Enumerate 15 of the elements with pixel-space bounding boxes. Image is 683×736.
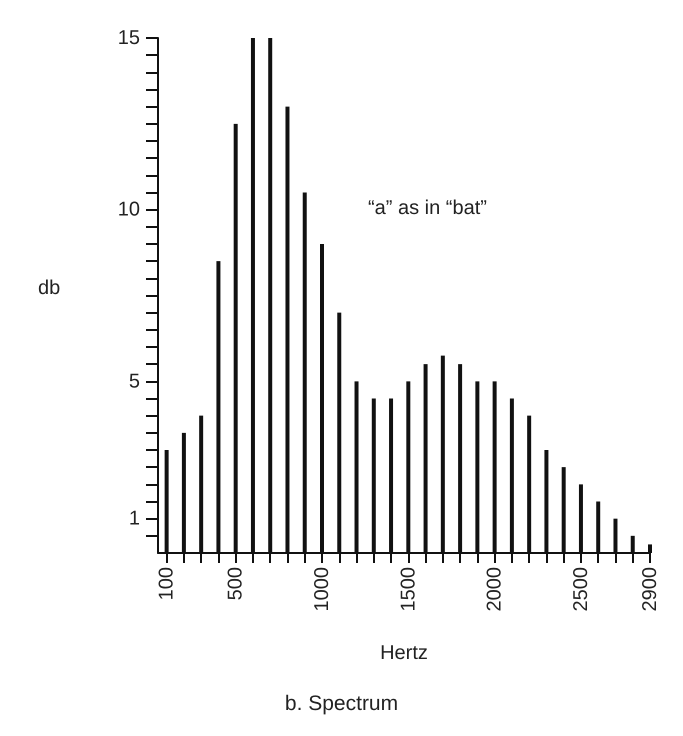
x-tick-label: 100 [156,567,178,600]
x-tick-label: 2900 [639,567,661,612]
x-tick-label: 2000 [484,567,506,612]
x-tick-label: 1000 [311,567,333,612]
annotation: “a” as in “bat” [368,197,487,219]
x-tick-label: 500 [224,567,247,600]
y-axis-title: db [38,277,60,299]
x-tick-label: 1500 [397,567,420,612]
x-tick-label: 2500 [570,567,592,612]
y-tick-label: 15 [118,27,140,49]
text: b. Spectrum [284,692,398,715]
y-tick-label: 1 [128,508,140,530]
y-tick-label: 5 [128,370,140,392]
x-axis-title: Hertz [380,642,428,664]
y-tick-label: 10 [118,198,140,221]
